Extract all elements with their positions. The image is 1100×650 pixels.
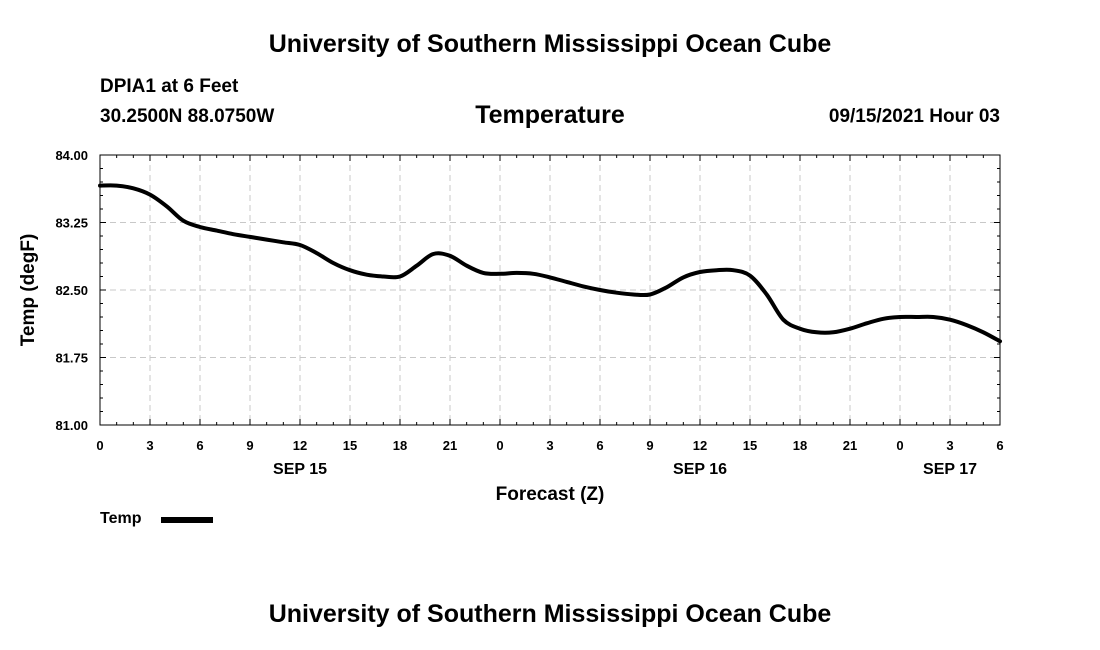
x-tick-label: 0 bbox=[896, 438, 903, 453]
x-tick-label: 6 bbox=[196, 438, 203, 453]
forecast-datetime: 09/15/2021 Hour 03 bbox=[828, 106, 1000, 127]
x-tick-label: 12 bbox=[293, 438, 307, 453]
footer-title: University of Southern Mississippi Ocean… bbox=[268, 600, 832, 628]
page-title: University of Southern Mississippi Ocean… bbox=[268, 30, 832, 58]
x-tick-label: 3 bbox=[146, 438, 153, 453]
x-tick-label: 3 bbox=[546, 438, 553, 453]
x-tick-label: 9 bbox=[646, 438, 653, 453]
y-tick-labels: 84.00 83.25 82.50 81.75 81.00 bbox=[55, 148, 88, 433]
x-tick-labels: 0 3 6 9 12 15 18 21 0 3 6 9 12 15 18 21 0 3 6 bbox=[96, 438, 1003, 453]
station-label: DPIA1 at 6 Feet bbox=[100, 76, 239, 97]
date-label: SEP 16 bbox=[673, 461, 727, 478]
y-tick-label: 82.50 bbox=[55, 283, 88, 298]
x-tick-label: 9 bbox=[246, 438, 253, 453]
y-tick-label: 83.25 bbox=[55, 216, 88, 231]
x-tick-label: 3 bbox=[946, 438, 953, 453]
x-tick-label: 6 bbox=[996, 438, 1003, 453]
x-tick-label: 12 bbox=[693, 438, 707, 453]
date-labels: SEP 15 SEP 16 SEP 17 bbox=[273, 461, 977, 478]
x-tick-label: 0 bbox=[96, 438, 103, 453]
x-tick-label: 18 bbox=[793, 438, 807, 453]
y-tick-label: 81.00 bbox=[55, 418, 88, 433]
date-label: SEP 17 bbox=[923, 461, 977, 478]
coordinates-label: 30.2500N 88.0750W bbox=[100, 106, 275, 127]
x-tick-label: 6 bbox=[596, 438, 603, 453]
date-label: SEP 15 bbox=[273, 461, 327, 478]
x-tick-label: 18 bbox=[393, 438, 407, 453]
x-tick-label: 21 bbox=[443, 438, 457, 453]
chart-title: Temperature bbox=[475, 101, 625, 129]
x-axis-title: Forecast (Z) bbox=[496, 484, 605, 505]
legend-swatch bbox=[161, 517, 213, 523]
x-tick-label: 21 bbox=[843, 438, 857, 453]
x-tick-label: 0 bbox=[496, 438, 503, 453]
plot-frame bbox=[99, 154, 1001, 426]
y-tick-label: 84.00 bbox=[55, 148, 88, 163]
legend-label: Temp bbox=[100, 510, 142, 527]
y-tick-label: 81.75 bbox=[55, 351, 88, 366]
y-axis-title: Temp (degF) bbox=[18, 234, 39, 347]
x-tick-label: 15 bbox=[343, 438, 357, 453]
temp-series-line bbox=[98, 183, 1002, 344]
grid-lines bbox=[100, 155, 1000, 425]
x-tick-label: 15 bbox=[743, 438, 757, 453]
